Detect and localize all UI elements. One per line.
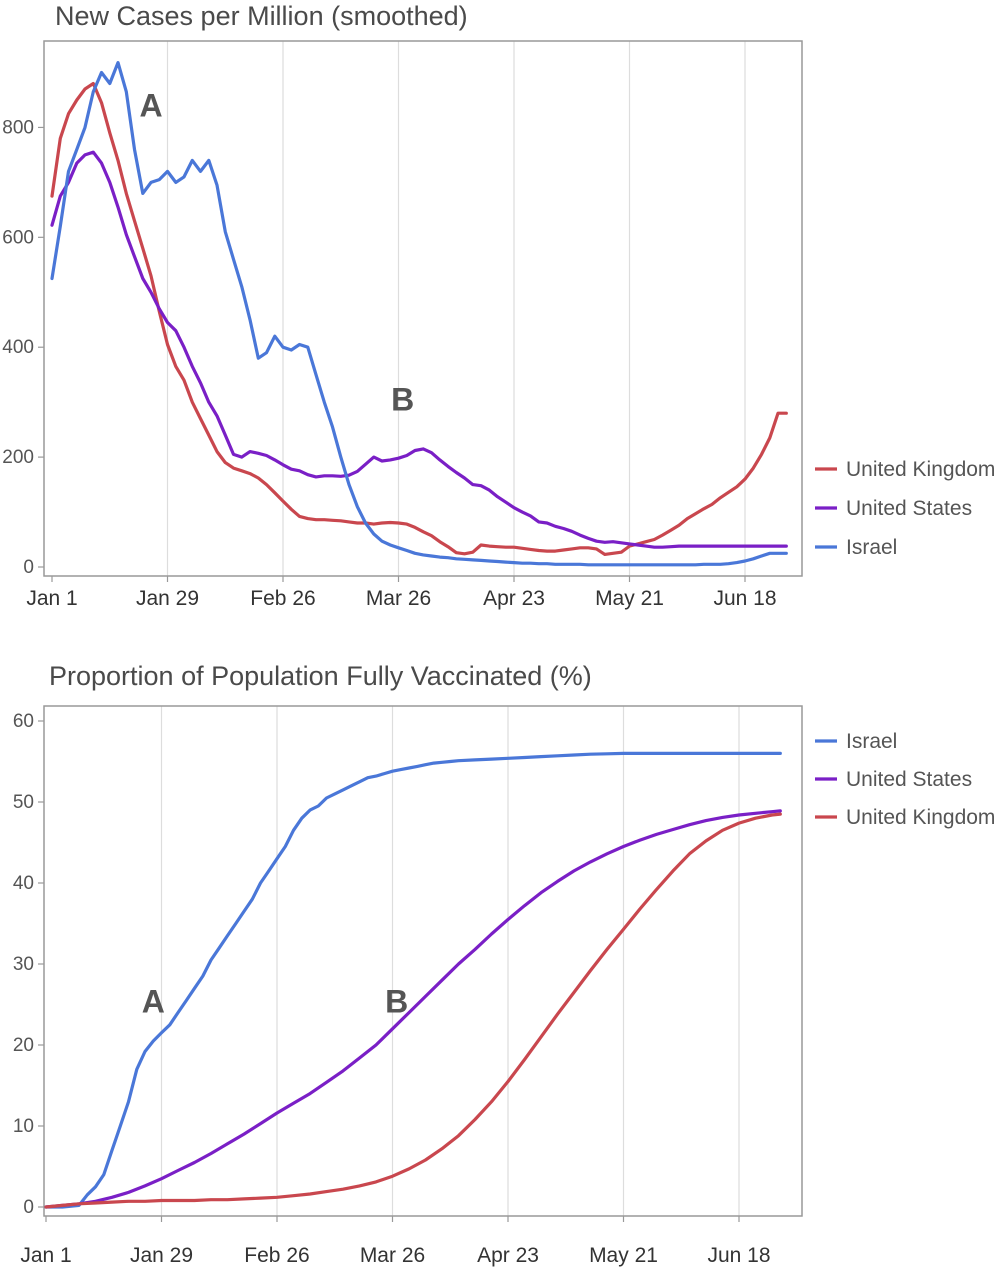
y-tick-label: 200 <box>2 447 34 468</box>
legend-label: United States <box>846 768 972 791</box>
x-tick-label: Jan 1 <box>26 587 77 610</box>
plot-frame <box>43 40 803 577</box>
x-tick-label: May 21 <box>589 1244 658 1267</box>
chart-2: 0 10 20 30 40 50 60 Jan 1 Jan 29 Feb 26 Mar 26 Apr … <box>13 705 995 1267</box>
x-tick-label: Jun 18 <box>713 587 776 610</box>
y-tick-label: 20 <box>13 1035 34 1056</box>
series-line-united-kingdom <box>44 812 782 1209</box>
x-tick-label: Jun 18 <box>707 1244 770 1267</box>
x-tick-label: Apr 23 <box>477 1244 539 1267</box>
y-tick-label: 0 <box>23 557 34 578</box>
y-tick-label: 0 <box>23 1197 34 1218</box>
y-tick-label: 30 <box>13 954 34 975</box>
x-tick-label: Feb 26 <box>250 587 315 610</box>
legend-label: United States <box>846 497 972 520</box>
annotation-label: B <box>385 984 408 1020</box>
y-tick-label: 600 <box>2 227 34 248</box>
series-line-israel <box>44 751 782 1209</box>
annotation-label: B <box>391 381 414 417</box>
chart-1: 0 200 400 600 800 Jan 1 Jan 29 Feb 26 Mar 26 Apr … <box>2 40 995 610</box>
y-tick-label: 60 <box>13 711 34 732</box>
legend-item[interactable]: United Kingdom <box>815 458 995 481</box>
chart-1-title: New Cases per Million (smoothed) <box>55 1 468 31</box>
legend-item[interactable]: Israel <box>815 536 897 559</box>
chart-2-title: Proportion of Population Fully Vaccinate… <box>49 661 592 691</box>
x-tick-label: Mar 26 <box>366 587 431 610</box>
x-tick-label: Jan 29 <box>136 587 199 610</box>
x-tick-label: Mar 26 <box>360 1244 425 1267</box>
x-tick-label: Jan 29 <box>130 1244 193 1267</box>
legend-label: Israel <box>846 730 897 753</box>
y-tick-label: 50 <box>13 792 34 813</box>
annotation-label: A <box>142 984 165 1020</box>
x-tick-label: Jan 1 <box>20 1244 71 1267</box>
legend-label: United Kingdom <box>846 806 995 829</box>
plot-frame <box>43 705 803 1217</box>
y-tick-label: 400 <box>2 337 34 358</box>
legend-label: Israel <box>846 536 897 559</box>
annotation-label: A <box>139 87 162 123</box>
y-tick-label: 800 <box>2 117 34 138</box>
series-line-united-states <box>44 809 782 1209</box>
legend-item[interactable]: United States <box>815 497 972 520</box>
x-tick-label: Feb 26 <box>244 1244 309 1267</box>
legend-label: United Kingdom <box>846 458 995 481</box>
series-line-united-kingdom <box>50 81 788 556</box>
y-tick-label: 10 <box>13 1116 34 1137</box>
x-tick-label: May 21 <box>595 587 664 610</box>
series-line-israel <box>50 61 788 567</box>
legend-item[interactable]: United Kingdom <box>815 806 995 829</box>
series-line-united-states <box>50 150 788 549</box>
y-tick-label: 40 <box>13 873 34 894</box>
x-tick-label: Apr 23 <box>483 587 545 610</box>
legend-item[interactable]: United States <box>815 768 972 791</box>
legend-item[interactable]: Israel <box>815 730 897 753</box>
